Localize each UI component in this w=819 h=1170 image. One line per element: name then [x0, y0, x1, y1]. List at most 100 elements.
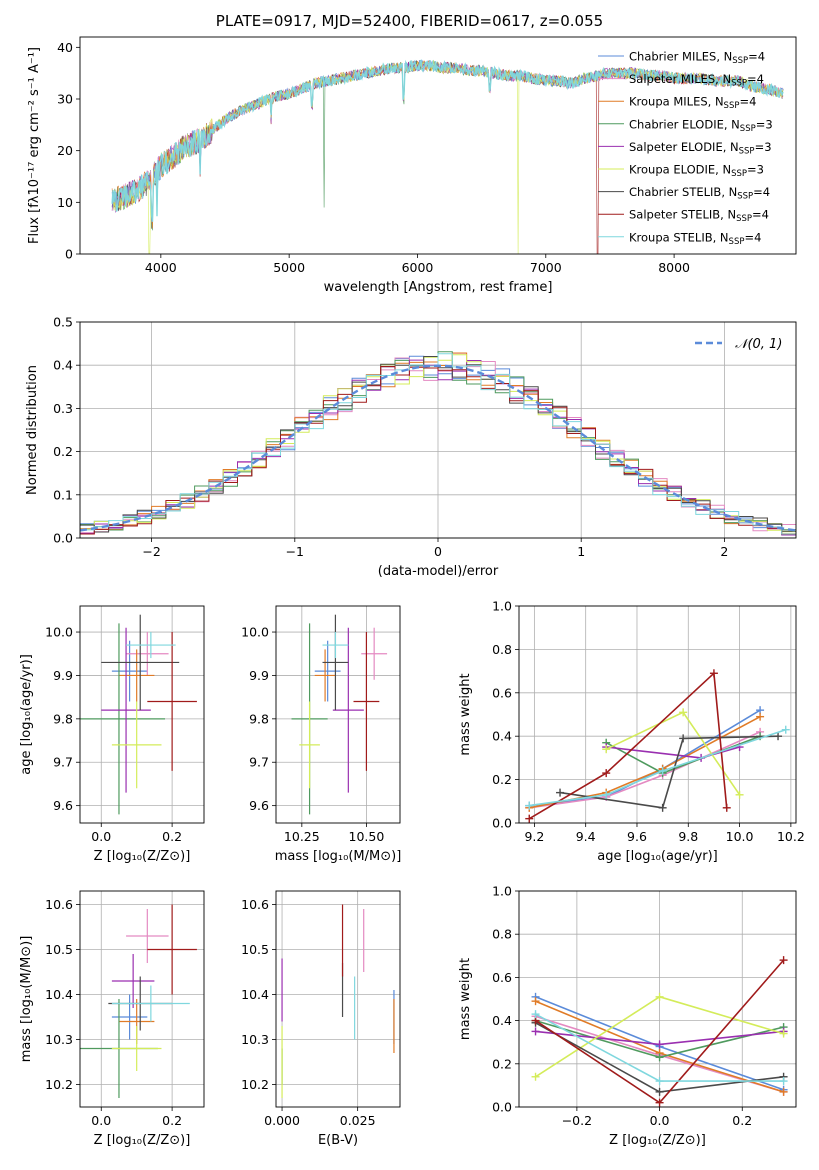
- spectrum-xtick-label-4: 8000: [658, 260, 690, 275]
- weight-vs-age-marker-8-2: [658, 766, 667, 775]
- weight-vs-age-marker-8-0: [525, 801, 534, 810]
- weight-vs-age-marker-6-2: [679, 734, 688, 743]
- spectrum-ytick-label-4: 40: [57, 40, 73, 55]
- weight-vs-Z-ytick-label-4: 0.8: [492, 927, 512, 942]
- legend-label-3: Chabrier ELODIE, NSSP=3: [629, 117, 773, 134]
- weight-vs-age-xtick-label-3: 9.8: [678, 829, 698, 844]
- age-vs-Z-frame: [79, 605, 205, 824]
- weight-vs-Z-marker-8-0: [531, 1010, 540, 1019]
- age-vs-mass-ytick-label-4: 10.0: [241, 625, 269, 640]
- age-vs-mass-ytick-label-1: 9.7: [249, 755, 269, 770]
- weight-vs-Z-marker-3-1: [655, 1053, 664, 1062]
- age-vs-mass-frame: [275, 605, 401, 824]
- age-vs-mass-xtick-label-0: 10.25: [284, 829, 320, 844]
- age-vs-mass-point-1: [361, 627, 388, 680]
- mass-vs-ebv-ytick-label-2: 10.4: [241, 987, 269, 1002]
- mass-vs-ebv-ytick-label-1: 10.3: [241, 1032, 269, 1047]
- spectrum-xtick-label-3: 7000: [530, 260, 562, 275]
- weight-vs-Z-frame: [518, 890, 797, 1108]
- mass-vs-ebv-frame: [275, 890, 401, 1108]
- spectrum-line-7: [111, 60, 784, 254]
- weight-vs-Z-marker-6-1: [655, 1087, 664, 1096]
- residuals-xlabel: (data-model)/error: [378, 564, 499, 579]
- spectrum-ytick-label-0: 0: [65, 247, 73, 262]
- age-vs-Z-xtick-label-1: 0.2: [162, 829, 182, 844]
- weight-vs-Z-plot-area: [531, 956, 788, 1107]
- weight-vs-Z-xtick-label-0: −0.2: [562, 1113, 592, 1128]
- age-vs-mass-point-6: [322, 614, 349, 711]
- residuals-xtick-label-1: −1: [286, 544, 304, 559]
- weight-vs-age-marker-5-0: [602, 745, 611, 754]
- weight-vs-age-marker-7-3: [722, 803, 731, 812]
- weight-vs-age-xtick-label-2: 9.6: [627, 829, 647, 844]
- age-vs-Z-point-3: [80, 623, 166, 815]
- weight-vs-Z-marker-2-2: [779, 1087, 788, 1096]
- weight-vs-age-marker-2-3: [756, 712, 765, 721]
- mass-vs-Z-ytick-label-2: 10.4: [45, 987, 73, 1002]
- age-vs-Z-plot-area: [80, 614, 197, 815]
- residuals-xtick-label-3: 1: [577, 544, 585, 559]
- weight-vs-Z-marker-5-2: [779, 1029, 788, 1038]
- spectrum-ylabel: Flux [fλ10⁻¹⁷ erg cm⁻² s⁻¹ A⁻¹]: [27, 47, 42, 244]
- weight-vs-age-marker-7-2: [709, 669, 718, 678]
- weight-vs-Z-ytick-label-1: 0.2: [492, 1056, 512, 1071]
- normal-curve: [80, 364, 796, 532]
- spectrum-plot-area: [111, 59, 784, 254]
- spectrum-ytick-label-2: 20: [57, 143, 73, 158]
- spectrum-xtick-label-2: 6000: [402, 260, 434, 275]
- weight-vs-Z-ytick-label-5: 1.0: [492, 884, 512, 899]
- weight-vs-Z-marker-4-0: [531, 1027, 540, 1036]
- mass-vs-Z-ytick-label-1: 10.3: [45, 1032, 73, 1047]
- age-vs-Z-point-4: [101, 627, 151, 793]
- weight-vs-age-axes: 9.2 9.4 9.6 9.8 10.0 10.2 0.0 0.2 0.4 0.6 0.8 1.0 ag…: [458, 599, 805, 865]
- spectrum-xtick-label-1: 5000: [273, 260, 305, 275]
- weight-vs-age-ytick-label-5: 1.0: [492, 599, 512, 614]
- figure-title: PLATE=0917, MJD=52400, FIBERID=0617, z=0…: [215, 12, 604, 30]
- mass-vs-ebv-plot-area: [281, 904, 395, 1098]
- age-vs-mass-ytick-label-2: 9.8: [249, 711, 269, 726]
- age-vs-Z-point-0: [111, 640, 148, 702]
- weight-vs-Z-xlabel: Z [log₁₀(Z/Z⊙)]: [609, 1133, 706, 1148]
- residuals-ytick-label-4: 0.4: [53, 358, 73, 373]
- weight-vs-Z-ytick-label-0: 0.0: [492, 1100, 512, 1115]
- mass-vs-Z-ytick-label-3: 10.5: [45, 942, 73, 957]
- mass-vs-Z-point-4: [111, 954, 155, 1008]
- mass-vs-ebv-xlabel: E(B-V): [318, 1133, 358, 1148]
- mass-vs-Z-point-5: [111, 1026, 162, 1071]
- weight-vs-age-ylabel: mass weight: [458, 673, 473, 755]
- residuals-plot-area: [80, 351, 796, 538]
- spectrum-ytick-label-3: 30: [57, 92, 73, 107]
- age-vs-Z-ylabel: age [log₁₀(age/yr)]: [19, 654, 34, 775]
- weight-vs-age-marker-7-0: [525, 814, 534, 823]
- age-vs-Z-point-5: [111, 701, 162, 789]
- normal-legend-label: 𝒩(0, 1): [735, 337, 782, 352]
- weight-vs-age-ytick-label-1: 0.2: [492, 772, 512, 787]
- weight-vs-Z-ylabel: mass weight: [458, 958, 473, 1040]
- mass-vs-Z-ylabel: mass [log₁₀(M/M⊙)]: [19, 936, 34, 1063]
- weight-vs-age-xtick-label-0: 9.2: [524, 829, 544, 844]
- weight-vs-age-marker-8-3: [781, 725, 790, 734]
- legend-label-5: Kroupa ELODIE, NSSP=3: [629, 163, 764, 180]
- residuals-ytick-label-5: 0.5: [53, 315, 73, 330]
- mass-vs-Z-plot-area: [80, 904, 197, 1098]
- mass-vs-Z-point-0: [111, 994, 148, 1040]
- weight-vs-age-marker-5-2: [735, 790, 744, 799]
- age-vs-Z-ytick-label-0: 9.6: [53, 798, 73, 813]
- age-vs-mass-plot-area: [291, 614, 388, 815]
- mass-vs-Z-point-7: [147, 904, 197, 995]
- age-vs-Z-axes: 0.0 0.2 9.6 9.7 9.8 9.9 10.0 Z [log₁₀(Z/Z⊙)] age…: [19, 605, 205, 864]
- mass-vs-ebv-axes: 0.000 0.025 10.2 10.3 10.4 10.5 10.6 E(B-V): [241, 890, 401, 1148]
- mass-vs-Z-point-8: [111, 985, 190, 1022]
- weight-vs-age-marker-6-3: [774, 732, 783, 741]
- mass-vs-Z-xtick-label-0: 0.0: [91, 1113, 111, 1128]
- age-vs-Z-ytick-label-3: 9.9: [53, 668, 73, 683]
- residuals-frame: [79, 321, 797, 539]
- age-vs-Z-ytick-label-4: 10.0: [45, 625, 73, 640]
- residuals-xtick-label-4: 2: [720, 544, 728, 559]
- age-vs-Z-ytick-label-1: 9.7: [53, 755, 73, 770]
- weight-vs-Z-axes: −0.2 0.0 0.2 0.0 0.2 0.4 0.6 0.8 1.0 Z [log₁₀(Z/Z…: [458, 884, 797, 1148]
- age-vs-Z-point-7: [147, 632, 197, 771]
- weight-vs-age-marker-6-0: [556, 788, 565, 797]
- age-vs-mass-ytick-label-0: 9.6: [249, 798, 269, 813]
